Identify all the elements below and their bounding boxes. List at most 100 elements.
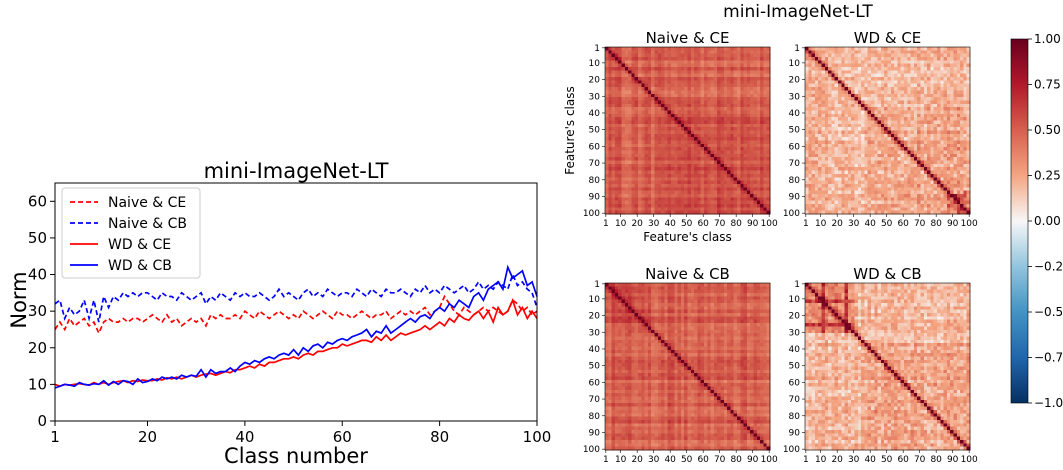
heatmap-x-tick-label: 60 [897,455,909,465]
heatmap-y-tick-label: 80 [589,412,601,422]
heatmap-x-tick-label: 10 [615,455,627,465]
heatmap-y-tick-label: 40 [789,109,801,119]
heatmap-y-tick-label: 50 [789,362,801,372]
heatmap-y-tick-label: 70 [789,159,801,169]
heatmap-title: WD & CE [854,29,922,47]
heatmap-x-tick-label: 100 [761,219,778,229]
heatmap-y-tick-label: 30 [789,328,801,338]
line-chart-title: mini-ImageNet-LT [204,159,389,183]
heatmap-cells [805,283,971,451]
heatmap-y-tick-label: 70 [589,395,601,405]
y-tick-label: 10 [28,375,47,393]
y-tick-label: 60 [28,192,47,210]
heatmap-x-tick-label: 1 [803,455,809,465]
heatmap-x-tick-label: 20 [631,219,643,229]
series-line-3 [54,297,538,388]
heatmap-x-tick-label: 10 [815,455,827,465]
heatmap-y-tick-label: 20 [589,312,601,322]
series-line-4 [54,264,538,389]
y-tick-label: 0 [37,412,47,430]
legend-label: WD & CB [108,258,172,274]
heatmap-y-tick-label: 80 [589,176,601,186]
heatmap-suptitle: mini-ImageNet-LT [723,2,873,22]
x-tick-label: 1 [50,428,60,446]
x-axis-label: Class number [224,444,368,468]
heatmap-x-tick-label: 80 [730,455,742,465]
plot-frame [54,182,538,422]
legend-label: Naive & CE [108,195,186,211]
x-tick-label: 100 [523,428,552,446]
heatmap-y-tick-label: 80 [789,176,801,186]
heatmap-cells [605,283,771,451]
colorbar-tick-label: −1.00 [1034,396,1063,410]
heatmap-x-tick-label: 1 [603,455,609,465]
heatmap-y-tick-label: 20 [789,312,801,322]
y-axis-label: Norm [7,271,31,328]
colorbar-ticks: 1.00 0.75 0.50 0.25 0.00 −0.25 −0.50 −0.75 −1.00 [1028,32,1063,410]
x-tick-label: 40 [235,428,254,446]
heatmap-x-tick-label: 30 [848,455,860,465]
colorbar-tick-label: 1.00 [1034,32,1061,46]
heatmap-x-tick-label: 100 [961,455,978,465]
heatmap-y-tick-label: 60 [589,142,601,152]
heatmap-y-tick-label: 30 [589,92,601,102]
x-tick-label: 20 [138,428,157,446]
heatmap-x-axis-label: Feature's class [643,230,732,244]
heatmap-x-tick-label: 50 [681,455,693,465]
heatmap-x-tick-label: 90 [747,219,759,229]
heatmap-cells [805,47,971,215]
heatmap-y-tick-label: 80 [789,412,801,422]
heatmap-x-tick-label: 20 [631,455,643,465]
series-line-2 [54,272,538,323]
heatmap-y-tick-label: 10 [789,295,801,305]
heatmap-y-tick-label: 60 [789,142,801,152]
heatmap-y-tick-label: 90 [789,428,801,438]
heatmap-x-tick-label: 40 [664,219,676,229]
heatmap-y-tick-label: 30 [789,92,801,102]
heatmap-y-tick-label: 40 [589,109,601,119]
heatmap-x-tick-label: 50 [681,219,693,229]
heatmap-y-tick-label: 100 [583,209,600,219]
heatmap-x-tick-label: 30 [848,219,860,229]
heatmap-cells [605,47,771,215]
heatmap-y-tick-label: 40 [789,345,801,355]
heatmap-y-tick-label: 50 [589,362,601,372]
heatmap-y-tick-label: 20 [589,76,601,86]
heatmap-x-tick-label: 100 [761,455,778,465]
y-tick-label: 50 [28,229,47,247]
heatmap-y-tick-label: 10 [589,59,601,69]
heatmap-frame [804,282,971,451]
heatmap-x-tick-label: 70 [714,219,726,229]
heatmap-y-tick-label: 90 [789,192,801,202]
y-tick-label: 20 [28,339,47,357]
heatmap-x-tick-label: 50 [881,455,893,465]
heatmap-y-tick-label: 50 [789,126,801,136]
heatmap-4: WD & CB 1 1 10 10 20 20 30 30 40 40 50 50 60 60 70 70 80 8… [783,265,978,465]
series-line-1 [54,294,538,336]
heatmap-x-tick-label: 70 [714,455,726,465]
colorbar-tick-label: 0.00 [1034,214,1061,228]
heatmap-x-tick-label: 10 [615,219,627,229]
legend-label: WD & CE [108,237,171,253]
heatmap-x-tick-label: 70 [914,455,926,465]
heatmap-x-tick-label: 60 [697,455,709,465]
y-tick-label: 40 [28,266,47,284]
heatmap-y-tick-label: 1 [794,44,800,54]
heatmap-y-tick-label: 100 [583,445,600,455]
heatmap-y-tick-label: 50 [589,126,601,136]
heatmap-y-tick-label: 10 [789,59,801,69]
heatmap-x-tick-label: 40 [664,455,676,465]
colorbar-bar [1010,38,1029,404]
colorbar-tick-label: −0.75 [1034,351,1063,365]
colorbar-tick-label: 0.75 [1034,78,1061,92]
heatmap-frame [804,46,971,215]
heatmap-x-tick-label: 100 [961,219,978,229]
heatmap-frame [604,46,771,215]
heatmap-x-tick-label: 1 [803,219,809,229]
colorbar-tick-label: −0.25 [1034,260,1063,274]
heatmap-y-tick-label: 60 [789,378,801,388]
heatmap-x-tick-label: 20 [831,455,843,465]
heatmap-x-tick-label: 10 [815,219,827,229]
line-chart: mini-ImageNet-LT Class number Norm 1 20 40… [7,159,551,468]
